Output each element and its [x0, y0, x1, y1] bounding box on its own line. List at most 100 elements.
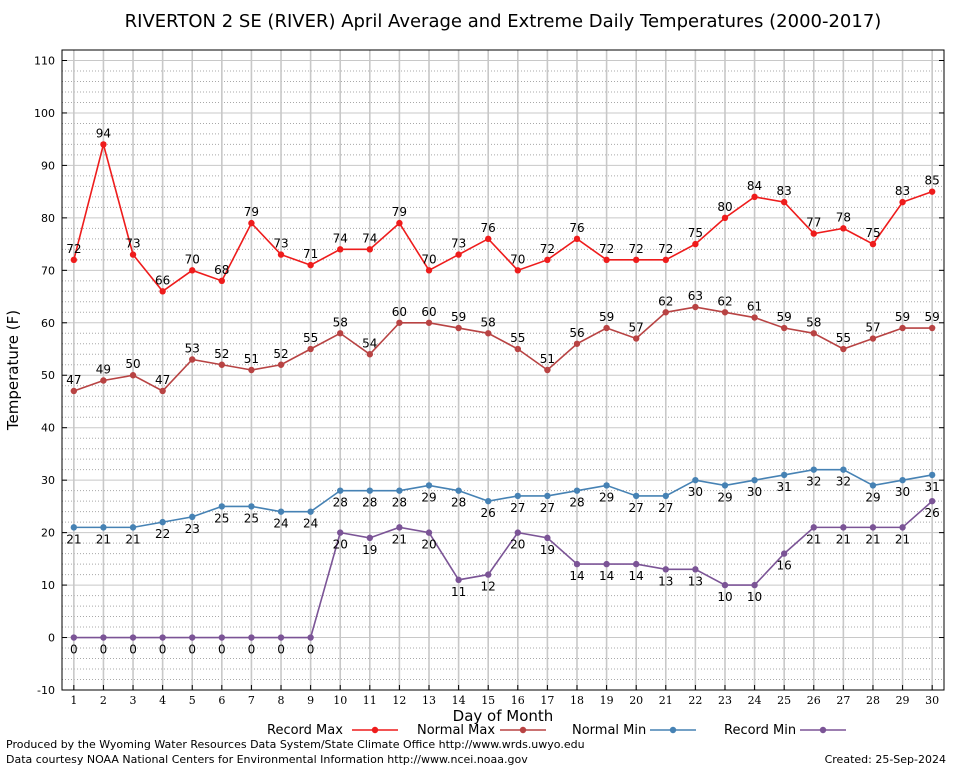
data-label: 27 — [540, 501, 555, 515]
data-label: 59 — [895, 310, 910, 324]
data-point — [248, 503, 255, 510]
data-point — [514, 529, 521, 536]
y-tick-label: 20 — [41, 527, 55, 540]
footer-created-date: Created: 25-Sep-2024 — [824, 753, 946, 766]
data-point — [218, 503, 226, 510]
x-tick-label: 2 — [100, 694, 107, 707]
data-label: 0 — [307, 643, 315, 657]
data-label: 29 — [421, 490, 436, 504]
data-point — [810, 524, 817, 531]
data-label: 83 — [777, 184, 792, 198]
x-tick-label: 11 — [363, 694, 377, 707]
data-label: 53 — [185, 342, 200, 356]
x-tick-label: 24 — [748, 694, 762, 707]
data-label: 78 — [836, 210, 851, 224]
data-label: 70 — [510, 252, 525, 266]
data-label: 28 — [333, 496, 348, 510]
data-label: 52 — [214, 347, 229, 361]
minor-grid — [62, 49, 944, 681]
data-label: 28 — [569, 496, 584, 510]
data-label: 28 — [362, 496, 377, 510]
data-label: 16 — [777, 559, 792, 573]
data-point — [425, 482, 433, 489]
data-label: 25 — [244, 511, 259, 525]
data-point — [632, 256, 640, 264]
data-point — [485, 497, 492, 505]
y-tick-label: 50 — [41, 369, 55, 382]
data-label: 58 — [806, 315, 821, 329]
y-tick-label: 80 — [41, 212, 55, 225]
data-label: 80 — [717, 200, 732, 214]
data-label: 31 — [777, 480, 792, 494]
footer-data-source: Data courtesy NOAA National Centers for … — [6, 753, 528, 766]
data-label: 55 — [510, 331, 525, 345]
legend: Record Max Normal Max Normal Min Record Min — [267, 723, 846, 738]
legend-marker — [669, 726, 677, 734]
data-label: 57 — [865, 321, 880, 335]
data-point — [573, 340, 581, 347]
data-label: 47 — [66, 373, 81, 387]
data-point — [129, 634, 137, 641]
data-point — [337, 330, 344, 337]
data-label: 55 — [836, 331, 851, 345]
data-label: 14 — [629, 569, 644, 583]
data-label: 26 — [925, 506, 940, 520]
data-point — [928, 188, 936, 195]
data-point — [455, 576, 462, 584]
data-label: 20 — [510, 538, 525, 552]
series-layer: 72 94 73 66 70 68 79 73 71 74 74 79 70 73 76 70 72 76 72 72… — [66, 126, 940, 656]
data-label: 49 — [96, 362, 111, 376]
series-line — [73, 141, 933, 293]
data-label: 72 — [629, 242, 644, 256]
data-label: 23 — [185, 522, 200, 536]
data-point — [396, 487, 403, 494]
data-point — [869, 524, 877, 531]
data-point — [840, 225, 847, 232]
data-point — [277, 634, 285, 641]
data-label: 28 — [392, 496, 407, 510]
data-point — [751, 581, 758, 589]
data-point — [514, 345, 521, 353]
data-point — [366, 487, 374, 494]
data-label: 26 — [481, 506, 496, 520]
chart-title: RIVERTON 2 SE (RIVER) April Average and … — [125, 11, 882, 32]
data-point — [218, 277, 226, 285]
data-label: 73 — [451, 237, 466, 251]
data-point — [307, 634, 314, 641]
data-label: 21 — [66, 532, 81, 546]
legend-item: Normal Max — [417, 723, 546, 738]
data-point — [721, 581, 729, 589]
data-point — [869, 240, 877, 248]
x-axis-label: Day of Month — [453, 707, 554, 725]
data-point — [721, 482, 729, 489]
x-tick-label: 8 — [278, 694, 285, 707]
x-tick-label: 7 — [248, 694, 255, 707]
data-point — [662, 256, 669, 264]
data-point — [721, 309, 729, 316]
footer-producer: Produced by the Wyoming Water Resources … — [6, 738, 585, 751]
data-label: 20 — [333, 538, 348, 552]
legend-label: Record Min — [724, 723, 796, 738]
data-label: 30 — [747, 485, 762, 499]
data-label: 72 — [540, 242, 555, 256]
data-point — [899, 524, 906, 531]
x-tick-label: 27 — [836, 694, 850, 707]
data-label: 51 — [244, 352, 259, 366]
data-label: 20 — [421, 538, 436, 552]
data-label: 58 — [333, 315, 348, 329]
data-label: 62 — [658, 294, 673, 308]
data-label: 75 — [688, 226, 703, 240]
legend-marker — [819, 726, 827, 734]
x-tick-label: 3 — [130, 694, 137, 707]
data-point — [514, 267, 521, 274]
data-label: 70 — [185, 252, 200, 266]
y-tick-label: 40 — [41, 422, 55, 435]
data-point — [810, 330, 817, 337]
data-point — [780, 471, 788, 479]
x-tick-label: 17 — [540, 694, 554, 707]
data-point — [810, 466, 817, 473]
data-point — [899, 476, 906, 484]
plot-area — [62, 50, 944, 690]
x-tick-label: 12 — [392, 694, 406, 707]
